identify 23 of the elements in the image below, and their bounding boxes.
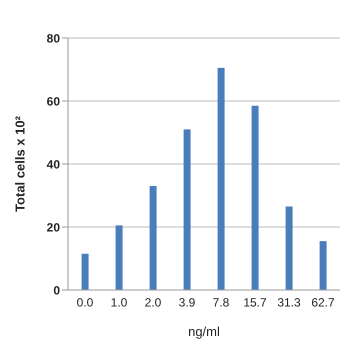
bar (184, 129, 191, 290)
x-tick-label: 1.0 (110, 296, 128, 310)
bar (320, 241, 327, 290)
x-tick-label: 0.0 (76, 296, 94, 310)
bar (150, 186, 157, 290)
bar (82, 254, 89, 290)
x-tick-label: 31.3 (277, 296, 301, 310)
bar (252, 106, 259, 290)
x-tick-label: 2.0 (144, 296, 162, 310)
y-axis-title: Total cells x 10² (12, 115, 28, 212)
y-tick-label: 0 (53, 283, 60, 298)
bar (116, 225, 123, 290)
bar (218, 68, 225, 290)
y-tick-label: 60 (46, 94, 60, 108)
bar (286, 206, 293, 290)
x-tick-label: 62.7 (311, 296, 335, 310)
x-tick-label: 7.8 (212, 296, 230, 310)
y-tick-label: 40 (46, 157, 60, 172)
x-tick-label: 3.9 (178, 296, 196, 310)
x-tick-label: 15.7 (243, 296, 267, 310)
y-tick-label: 20 (46, 220, 60, 234)
x-axis-title: ng/ml (188, 324, 220, 339)
y-tick-label: 80 (46, 31, 60, 46)
